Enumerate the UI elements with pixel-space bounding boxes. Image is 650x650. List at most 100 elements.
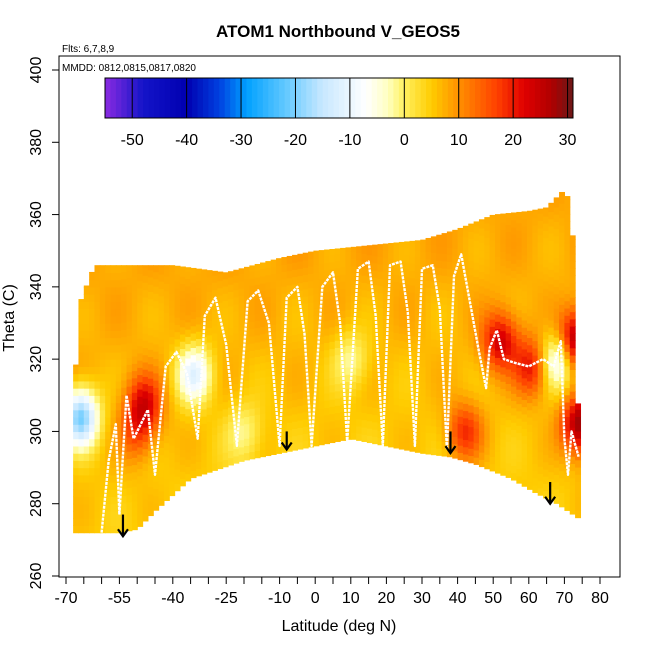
- heatmap-cell: [393, 361, 400, 369]
- heatmap-cell: [217, 446, 224, 455]
- heatmap-cell: [99, 373, 106, 382]
- heatmap-cell: [254, 263, 261, 271]
- heatmap-cell: [324, 378, 331, 387]
- heatmap-cell: [265, 375, 272, 384]
- heatmap-cell: [500, 424, 507, 433]
- heatmap-cell: [473, 406, 480, 415]
- heatmap-cell: [265, 404, 272, 413]
- heatmap-cell: [142, 434, 149, 442]
- heatmap-cell: [484, 324, 491, 332]
- colorbar-tick-label: -20: [284, 132, 307, 149]
- heatmap-cell: [110, 402, 117, 411]
- heatmap-cell: [121, 293, 128, 302]
- heatmap-cell: [500, 265, 507, 274]
- heatmap-cell: [441, 282, 448, 291]
- heatmap-cell: [158, 338, 165, 347]
- heatmap-cell: [89, 330, 96, 339]
- heatmap-cell: [345, 359, 352, 368]
- heatmap-cell: [89, 373, 96, 382]
- heatmap-cell: [340, 418, 347, 427]
- heatmap-cell: [249, 364, 256, 373]
- heatmap-cell: [468, 390, 475, 399]
- heatmap-cell: [404, 428, 411, 437]
- heatmap-cell: [500, 316, 507, 324]
- heatmap-cell: [441, 347, 448, 356]
- heatmap-cell: [174, 418, 181, 427]
- heatmap-cell: [340, 259, 347, 268]
- heatmap-cell: [222, 285, 229, 294]
- heatmap-cell: [121, 517, 128, 526]
- heatmap-cell: [121, 481, 128, 489]
- heatmap-cell: [329, 297, 336, 306]
- heatmap-cell: [147, 486, 154, 495]
- heatmap-cell: [569, 499, 576, 508]
- heatmap-cell: [366, 283, 373, 292]
- heatmap-cell: [137, 482, 144, 491]
- heatmap-cell: [564, 257, 571, 266]
- heatmap-cell: [543, 324, 549, 333]
- heatmap-cell: [313, 431, 320, 440]
- heatmap-cell: [553, 300, 560, 309]
- heatmap-cell: [153, 314, 160, 323]
- heatmap-cell: [500, 294, 507, 303]
- heatmap-cell: [89, 380, 96, 389]
- heatmap-cell: [195, 461, 202, 470]
- heatmap-cell: [292, 283, 298, 292]
- heatmap-cell: [217, 381, 224, 390]
- heatmap-cell: [516, 244, 523, 253]
- heatmap-cell: [462, 367, 469, 375]
- heatmap-cell: [83, 395, 90, 404]
- heatmap-cell: [99, 265, 106, 273]
- heatmap-cell: [532, 383, 539, 392]
- heatmap-cell: [313, 322, 320, 331]
- heatmap-cell: [484, 396, 491, 405]
- heatmap-cell: [350, 366, 357, 375]
- heatmap-cell: [511, 328, 517, 336]
- heatmap-cell: [350, 301, 357, 310]
- heatmap-cell: [137, 497, 144, 506]
- heatmap-cell: [553, 474, 560, 483]
- heatmap-cell: [521, 225, 528, 234]
- heatmap-cell: [361, 361, 368, 370]
- heatmap-cell: [297, 441, 304, 450]
- heatmap-cell: [377, 321, 384, 330]
- heatmap-cell: [548, 254, 555, 263]
- heatmap-cell: [190, 332, 197, 341]
- heatmap-cell: [254, 450, 261, 459]
- heatmap-cell: [292, 363, 298, 372]
- heatmap-cell: [89, 359, 96, 367]
- heatmap-cell: [142, 484, 149, 493]
- heatmap-cell: [115, 351, 122, 360]
- heatmap-cell: [361, 296, 368, 305]
- heatmap-cell: [318, 401, 325, 410]
- heatmap-cell: [553, 467, 560, 475]
- heatmap-cell: [372, 335, 379, 343]
- heatmap-cell: [94, 301, 101, 310]
- colorbar-swatch: [496, 78, 503, 118]
- heatmap-cell: [388, 367, 395, 376]
- heatmap-cell: [489, 347, 496, 356]
- heatmap-cell: [511, 212, 517, 214]
- heatmap-cell: [292, 298, 298, 307]
- heatmap-cell: [366, 254, 373, 263]
- heatmap-cell: [105, 395, 112, 404]
- heatmap-cell: [521, 377, 528, 386]
- heatmap-cell: [324, 385, 331, 394]
- heatmap-cell: [473, 225, 480, 234]
- heatmap-cell: [115, 359, 122, 367]
- heatmap-cell: [478, 321, 485, 330]
- colorbar-swatch: [246, 78, 253, 118]
- heatmap-cell: [559, 203, 565, 211]
- heatmap-cell: [190, 434, 197, 442]
- heatmap-cell: [270, 345, 277, 354]
- heatmap-cell: [548, 442, 555, 451]
- heatmap-cell: [553, 197, 560, 201]
- heatmap-cell: [94, 489, 101, 498]
- heatmap-cell: [452, 241, 459, 249]
- colorbar-frame: [104, 77, 574, 119]
- heatmap-cell: [254, 284, 261, 292]
- heatmap-cell: [329, 348, 336, 357]
- heatmap-cell: [537, 458, 544, 467]
- heatmap-cell: [484, 454, 491, 463]
- heatmap-cell: [334, 332, 341, 341]
